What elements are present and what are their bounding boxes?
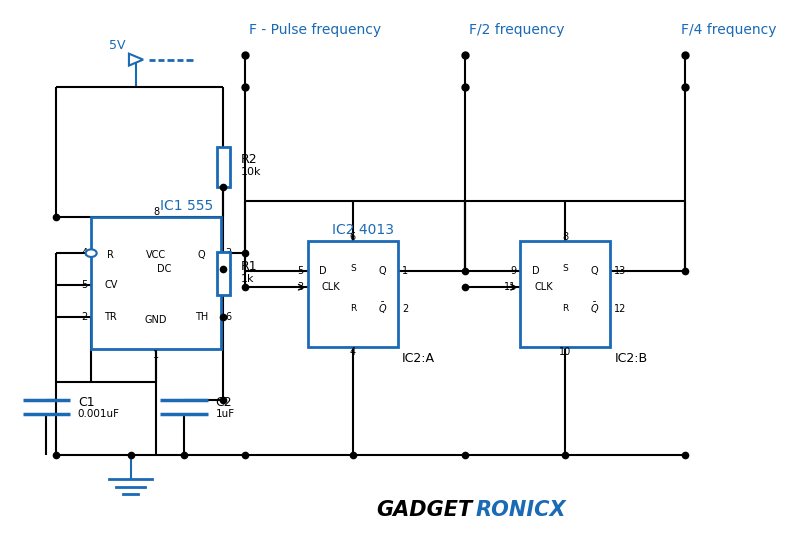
- Text: IC2 4013: IC2 4013: [332, 223, 394, 237]
- Text: R2: R2: [241, 153, 258, 166]
- Text: 10k: 10k: [241, 167, 261, 177]
- Text: 1: 1: [153, 350, 159, 360]
- Text: 5V: 5V: [109, 39, 125, 52]
- Text: 5: 5: [81, 280, 87, 289]
- Polygon shape: [129, 54, 143, 66]
- Text: IC1 555: IC1 555: [160, 198, 213, 212]
- Text: 0.001uF: 0.001uF: [78, 409, 120, 420]
- Text: $\bar{Q}$: $\bar{Q}$: [590, 301, 599, 317]
- Text: R: R: [562, 305, 568, 313]
- Text: CV: CV: [104, 280, 118, 289]
- Text: 1uF: 1uF: [215, 409, 234, 420]
- Text: 1: 1: [402, 266, 408, 276]
- Text: 4: 4: [350, 347, 356, 357]
- Text: RONICX: RONICX: [475, 500, 566, 520]
- Text: 2: 2: [402, 304, 408, 314]
- Text: TH: TH: [194, 312, 208, 322]
- Text: CLK: CLK: [322, 282, 341, 292]
- Text: Q: Q: [591, 266, 598, 276]
- Text: R1: R1: [241, 260, 258, 273]
- Circle shape: [86, 249, 97, 257]
- Text: TR: TR: [105, 312, 118, 322]
- Text: F - Pulse frequency: F - Pulse frequency: [249, 23, 381, 37]
- Text: 13: 13: [614, 266, 626, 276]
- Text: GADGET: GADGET: [377, 500, 473, 520]
- Text: 8: 8: [562, 232, 568, 242]
- Text: 12: 12: [614, 304, 626, 314]
- Text: 6: 6: [225, 312, 231, 322]
- Text: D: D: [532, 266, 539, 276]
- FancyBboxPatch shape: [217, 147, 230, 187]
- Text: CLK: CLK: [534, 282, 553, 292]
- Text: F/4 frequency: F/4 frequency: [682, 23, 777, 37]
- Text: Q: Q: [198, 250, 205, 260]
- Text: C2: C2: [215, 396, 232, 409]
- Text: S: S: [350, 264, 356, 273]
- Text: Q: Q: [378, 266, 386, 276]
- Text: 5: 5: [298, 266, 304, 276]
- FancyBboxPatch shape: [307, 241, 398, 347]
- Text: $\bar{Q}$: $\bar{Q}$: [378, 301, 387, 317]
- Text: 6: 6: [350, 232, 356, 242]
- Text: 8: 8: [153, 207, 159, 217]
- Text: R: R: [107, 250, 114, 260]
- Text: DC: DC: [157, 264, 171, 274]
- Text: D: D: [319, 266, 327, 276]
- Text: GND: GND: [145, 315, 167, 325]
- FancyBboxPatch shape: [217, 252, 230, 295]
- Text: IC2:A: IC2:A: [402, 352, 435, 365]
- Text: 10: 10: [559, 347, 571, 357]
- Text: 2: 2: [81, 312, 87, 322]
- Text: 7: 7: [225, 264, 231, 274]
- Text: C1: C1: [78, 396, 94, 409]
- Text: S: S: [562, 264, 568, 273]
- Text: 3: 3: [298, 282, 304, 292]
- FancyBboxPatch shape: [91, 217, 221, 350]
- Text: 9: 9: [510, 266, 516, 276]
- Text: F/2 frequency: F/2 frequency: [469, 23, 564, 37]
- Text: IC2:B: IC2:B: [614, 352, 647, 365]
- Text: 11: 11: [504, 282, 516, 292]
- Text: R: R: [350, 305, 356, 313]
- FancyBboxPatch shape: [520, 241, 610, 347]
- Text: 3: 3: [225, 248, 231, 258]
- Text: VCC: VCC: [146, 250, 166, 260]
- Text: 1k: 1k: [241, 274, 254, 284]
- Text: 4: 4: [81, 248, 87, 258]
